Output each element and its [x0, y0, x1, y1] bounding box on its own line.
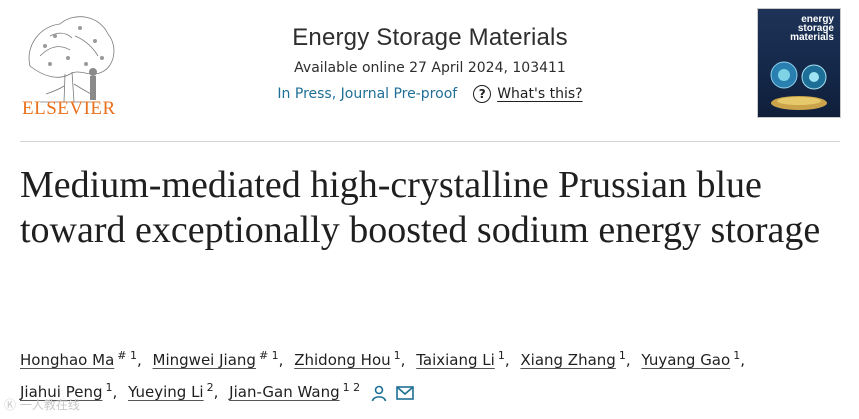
question-icon: ?: [473, 85, 492, 103]
author-name: Yueying Li: [128, 383, 204, 401]
whats-this-link[interactable]: ? What's this?: [473, 85, 583, 103]
journal-info: Energy Storage Materials Available onlin…: [190, 24, 670, 103]
author-affiliation-sup: 1: [105, 381, 113, 394]
author-name: Honghao Ma: [20, 351, 115, 369]
author-affiliation-sup: 1: [393, 349, 401, 362]
journal-cover-image[interactable]: energy storage materials: [757, 8, 841, 118]
author-separator: ,: [213, 383, 219, 401]
journal-header: ELSEVIER Energy Storage Materials Availa…: [0, 0, 859, 140]
author-link[interactable]: Xiang Zhang 1: [520, 349, 626, 369]
available-online-date: Available online 27 April 2024, 103411: [294, 60, 566, 76]
elsevier-tree-logo[interactable]: [20, 6, 120, 122]
author-separator: ,: [740, 351, 745, 369]
author-affiliation-sup: 1: [497, 349, 505, 362]
author-affiliation-sup: 1 2: [342, 381, 361, 394]
author-affiliation-sup: 2: [206, 381, 214, 394]
author-name: Jiahui Peng: [20, 383, 103, 401]
author-link[interactable]: Yueying Li 2: [128, 381, 214, 401]
author-name: Xiang Zhang: [520, 351, 616, 369]
author-name: Yuyang Gao: [641, 351, 731, 369]
author-separator: ,: [400, 351, 406, 369]
author-link[interactable]: Taixiang Li 1: [416, 349, 505, 369]
author-affiliation-sup: # 1: [117, 349, 137, 362]
author-link[interactable]: Jiahui Peng 1: [20, 381, 113, 401]
mail-icon[interactable]: [396, 385, 414, 400]
author-link[interactable]: Yuyang Gao 1: [641, 349, 741, 369]
watermark: Ⓚ 一人教在线: [4, 398, 80, 412]
author-affiliation-sup: 1: [733, 349, 741, 362]
author-separator: ,: [625, 351, 631, 369]
author-link[interactable]: Mingwei Jiang # 1: [152, 349, 279, 369]
author-list: Honghao Ma # 1, Mingwei Jiang # 1, Zhidong…: [20, 345, 850, 409]
author-affiliation-sup: # 1: [258, 349, 279, 362]
author-name: Taixiang Li: [416, 351, 495, 369]
cover-artwork: [770, 61, 827, 110]
whats-this-label: What's this?: [497, 86, 583, 102]
author-affiliation-sup: 1: [618, 349, 626, 362]
in-press-status: In Press, Journal Pre-proof: [277, 86, 458, 102]
author-name: Zhidong Hou: [294, 351, 391, 369]
author-link[interactable]: Zhidong Hou 1: [294, 349, 401, 369]
header-divider: [20, 141, 840, 142]
author-name: Jian-Gan Wang: [229, 383, 340, 401]
author-separator: ,: [136, 351, 142, 369]
status-row: In Press, Journal Pre-proof ? What's thi…: [190, 85, 670, 103]
author-separator: ,: [504, 351, 510, 369]
person-icon[interactable]: [370, 384, 388, 402]
author-link[interactable]: Jian-Gan Wang 1 2: [229, 381, 361, 401]
author-link[interactable]: Honghao Ma # 1: [20, 349, 137, 369]
elsevier-wordmark: ELSEVIER: [22, 98, 116, 119]
article-title: Medium-mediated high-crystalline Prussia…: [20, 164, 821, 251]
author-separator: ,: [112, 383, 118, 401]
journal-title-link[interactable]: Energy Storage Materials: [292, 24, 568, 51]
cover-title: energy storage materials: [790, 14, 834, 43]
author-name: Mingwei Jiang: [152, 351, 256, 369]
author-separator: ,: [278, 351, 284, 369]
